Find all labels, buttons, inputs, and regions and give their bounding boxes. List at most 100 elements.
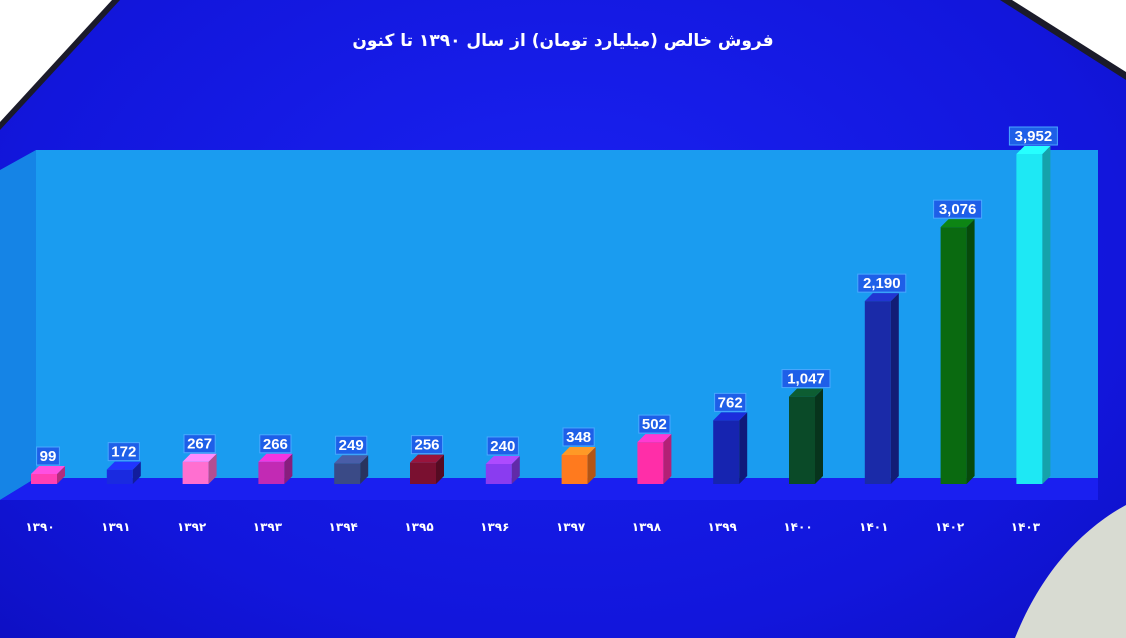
x-tick-label: ۱۴۰۲ [935,520,965,534]
chart-floor [0,478,1098,500]
value-label: 266 [263,436,288,453]
bar-top [1016,146,1051,155]
value-label-box [486,436,519,456]
bar-top [182,453,217,462]
value-label: 348 [566,429,591,446]
bar-top [410,454,444,463]
x-tick-label: ۱۳۹۵ [404,520,433,534]
bar-front [561,454,588,484]
bar-9 [637,434,672,484]
value-labels-group: 99 172 267 266 249 256 240 348 502 762 1,047 2,190 3… [36,126,1058,466]
value-label: 2,190 [863,275,901,292]
chart-back-wall [36,150,1098,478]
bar-side [587,446,596,484]
value-label: 267 [187,436,212,453]
bar-side [360,455,369,484]
value-label: 1,047 [787,371,825,388]
x-tick-label: ۱۳۹۱ [101,520,130,534]
x-tick-label: ۱۴۰۳ [1011,520,1041,534]
bar-top [561,446,596,455]
value-label-box [857,273,907,293]
value-label: 762 [718,394,743,411]
value-label-box [36,446,60,466]
chart-side-wall [0,150,36,500]
bar-1 [31,466,65,484]
bar-top [713,412,748,421]
foreground-object [1015,505,1126,638]
bar-front [182,461,209,484]
bar-front [864,301,891,484]
x-tick-label: ۱۳۹۸ [632,520,662,534]
value-label: 99 [40,448,57,465]
bar-2 [106,461,141,484]
value-label-box [562,427,595,447]
bar-10 [713,412,748,484]
bar-side [57,466,65,484]
x-tick-label: ۱۳۹۹ [708,520,738,534]
value-label: 240 [490,438,515,455]
bar-side [815,388,823,484]
bar-side [663,434,672,484]
bar-side [436,454,444,484]
bar-front [713,420,740,484]
bar-top [864,293,899,302]
x-tick-label: ۱۳۹۰ [25,520,54,534]
bar-top [334,455,369,464]
bar-4 [258,453,293,484]
bar-front [637,442,664,484]
value-label: 172 [111,444,136,461]
bar-front [106,469,133,484]
value-label-box [1008,126,1058,146]
bar-14 [1016,146,1051,484]
value-label-box [781,369,831,389]
bar-front [334,463,361,484]
value-label: 3,952 [1015,128,1053,145]
value-label: 256 [414,437,439,454]
bar-top [106,461,141,470]
value-label: 3,076 [939,201,977,218]
bar-top [258,453,293,462]
bar-7 [485,455,520,484]
frame-corner-right-inner [1012,0,1126,72]
bar-top [485,455,520,464]
x-tick-label: ۱۳۹۳ [253,520,283,534]
chart-title: فروش خالص (میلیارد تومان) از سال ۱۳۹۰ تا… [352,31,773,51]
bars-group [31,146,1051,485]
bar-side [739,412,748,484]
bar-top [940,219,975,228]
x-tick-labels-group: ۱۳۹۰ ۱۳۹۱ ۱۳۹۲ ۱۳۹۳ ۱۳۹۴ ۱۳۹۵ ۱۳۹۶ ۱۳۹۷ ۱۳۹۸ ۱۳۹۹… [25,520,1041,534]
bar-side [511,455,520,484]
bar-side [132,461,141,484]
bar-front [789,396,815,484]
bar-front [940,227,967,485]
value-label-box [933,199,983,219]
bar-front [31,474,57,484]
bar-front [258,461,285,484]
bar-13 [940,219,975,485]
bar-side [966,219,975,485]
frame-corner-left-inner [0,0,112,122]
value-label: 249 [339,437,364,454]
bar-top [789,388,823,397]
value-label-box [335,435,368,455]
value-label-box [259,434,292,454]
bar-side [284,453,293,484]
bar-side [1042,146,1051,484]
value-label-box [638,414,671,434]
value-label-box [410,435,444,455]
value-label-box [714,392,747,412]
bar-8 [561,446,596,484]
bar-side [890,293,899,484]
x-tick-label: ۱۳۹۶ [480,520,509,534]
x-tick-label: ۱۴۰۰ [783,520,812,534]
value-label-box [183,434,216,454]
bar-front [410,462,436,484]
bar-side [208,453,217,484]
value-label: 502 [642,416,667,433]
bar-5 [334,455,369,484]
bar-12 [864,293,899,484]
x-tick-label: ۱۳۹۴ [329,520,358,534]
bar-11 [789,388,823,484]
x-tick-label: ۱۳۹۷ [556,520,586,534]
